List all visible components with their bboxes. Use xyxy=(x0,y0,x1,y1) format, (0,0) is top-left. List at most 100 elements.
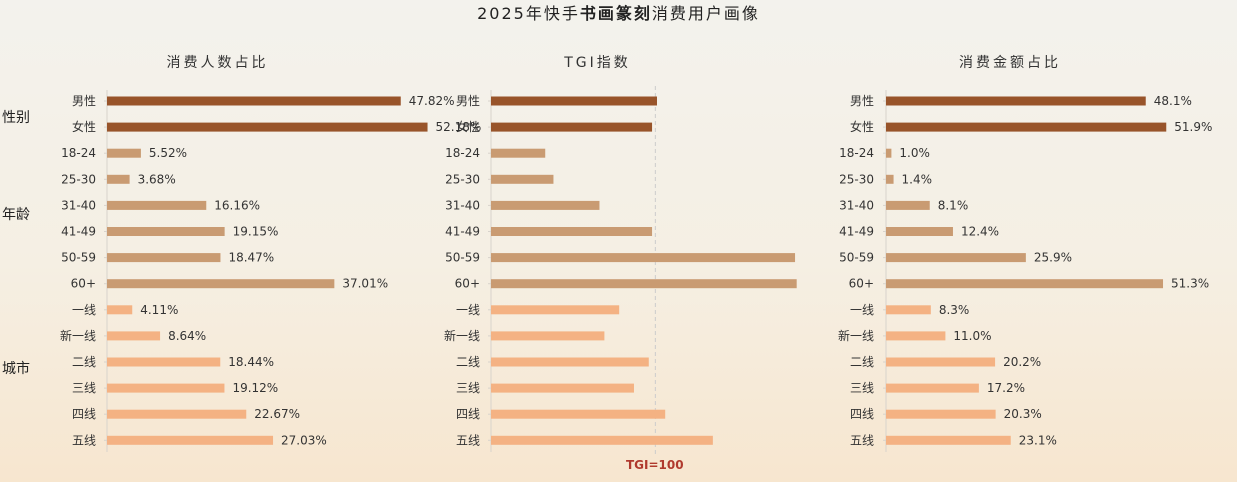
bar-2-13 xyxy=(886,435,1011,445)
bar-1-7 xyxy=(491,279,797,289)
bar-2-4 xyxy=(886,200,930,210)
category-label: 五线 xyxy=(72,433,96,447)
category-label: 41-49 xyxy=(61,225,96,239)
group-label-age: 年龄 xyxy=(2,207,30,223)
bar-1-5 xyxy=(491,227,653,236)
category-label: 31-40 xyxy=(839,198,874,212)
category-label: 18-24 xyxy=(839,146,874,160)
panel-title-tgi: TGI指数 xyxy=(564,55,631,71)
category-label: 60+ xyxy=(849,277,874,291)
data-label: 8.3% xyxy=(939,303,970,317)
category-label: 二线 xyxy=(456,355,480,369)
data-label: 19.12% xyxy=(232,381,278,395)
bar-2-3 xyxy=(886,174,894,184)
data-label: 16.16% xyxy=(214,198,260,212)
bar-0-11 xyxy=(107,383,225,393)
category-label: 三线 xyxy=(72,381,96,395)
category-label: 五线 xyxy=(456,433,480,447)
bar-0-12 xyxy=(107,409,247,419)
data-label: 18.44% xyxy=(228,355,274,369)
category-label: 25-30 xyxy=(839,172,874,186)
data-label: 19.15% xyxy=(233,225,279,239)
bar-0-0 xyxy=(107,96,401,106)
bar-1-4 xyxy=(491,200,600,210)
bar-2-2 xyxy=(886,148,892,158)
category-label: 一线 xyxy=(72,303,96,317)
category-label: 男性 xyxy=(456,94,480,108)
bar-0-6 xyxy=(107,253,221,263)
bar-2-9 xyxy=(886,331,946,341)
bar-1-11 xyxy=(491,383,634,393)
data-label: 8.1% xyxy=(938,198,969,212)
data-label: 1.0% xyxy=(899,146,930,160)
category-label: 41-49 xyxy=(839,225,874,239)
category-label: 二线 xyxy=(850,355,874,369)
group-label-city: 城市 xyxy=(2,361,30,377)
bar-1-9 xyxy=(491,331,605,341)
category-label: 四线 xyxy=(72,407,96,421)
category-label: 31-40 xyxy=(445,198,480,212)
bar-2-8 xyxy=(886,305,931,315)
title-bold: 书画篆刻 xyxy=(579,4,652,23)
data-label: 48.1% xyxy=(1154,94,1192,108)
bar-0-4 xyxy=(107,200,207,210)
bar-0-9 xyxy=(107,331,161,341)
data-label: 27.03% xyxy=(281,433,327,447)
bar-1-2 xyxy=(491,148,546,158)
title-prefix: 2025年快手 xyxy=(477,4,580,23)
data-label: 51.9% xyxy=(1174,120,1212,134)
category-label: 女性 xyxy=(456,119,480,134)
category-label: 60+ xyxy=(71,277,96,291)
category-label: 女性 xyxy=(850,119,874,134)
category-label: 50-59 xyxy=(839,251,874,265)
bar-1-10 xyxy=(491,357,649,367)
category-label: 一线 xyxy=(456,303,480,317)
bar-0-13 xyxy=(107,435,274,445)
data-label: 17.2% xyxy=(987,381,1025,395)
category-label: 五线 xyxy=(850,433,874,447)
category-label: 二线 xyxy=(72,355,96,369)
panel-title-amount: 消费金额占比 xyxy=(959,55,1061,71)
category-label: 男性 xyxy=(850,94,874,108)
data-label: 20.3% xyxy=(1004,407,1042,421)
category-label: 新一线 xyxy=(60,328,96,343)
data-label: 8.64% xyxy=(168,329,206,343)
bar-1-12 xyxy=(491,409,666,419)
bar-0-8 xyxy=(107,305,133,315)
data-label: 12.4% xyxy=(961,225,999,239)
data-label: 51.3% xyxy=(1171,277,1209,291)
data-label: 1.4% xyxy=(902,172,933,186)
category-label: 31-40 xyxy=(61,198,96,212)
category-label: 男性 xyxy=(72,94,96,108)
bar-2-11 xyxy=(886,383,979,393)
category-label: 三线 xyxy=(456,381,480,395)
category-label: 三线 xyxy=(850,381,874,395)
group-label-gender: 性别 xyxy=(2,110,30,126)
bar-2-10 xyxy=(886,357,996,367)
category-label: 50-59 xyxy=(61,251,96,265)
category-label: 一线 xyxy=(850,303,874,317)
category-label: 新一线 xyxy=(444,328,480,343)
bar-0-7 xyxy=(107,279,335,289)
category-label: 四线 xyxy=(456,407,480,421)
category-label: 41-49 xyxy=(445,225,480,239)
category-label: 新一线 xyxy=(838,328,874,343)
bar-1-3 xyxy=(491,174,554,184)
category-label: 25-30 xyxy=(61,172,96,186)
data-label: 18.47% xyxy=(228,251,274,265)
bar-2-7 xyxy=(886,279,1164,289)
category-label: 四线 xyxy=(850,407,874,421)
bar-0-2 xyxy=(107,148,141,158)
data-label: 5.52% xyxy=(149,146,187,160)
data-label: 22.67% xyxy=(254,407,300,421)
bar-2-6 xyxy=(886,253,1026,263)
panel-title-count: 消费人数占比 xyxy=(166,55,269,71)
bar-1-0 xyxy=(491,96,657,106)
bar-1-1 xyxy=(491,122,653,132)
data-label: 11.0% xyxy=(953,329,991,343)
bar-0-5 xyxy=(107,227,225,236)
tgi-reference-label: TGI=100 xyxy=(626,458,684,472)
category-label: 25-30 xyxy=(445,172,480,186)
